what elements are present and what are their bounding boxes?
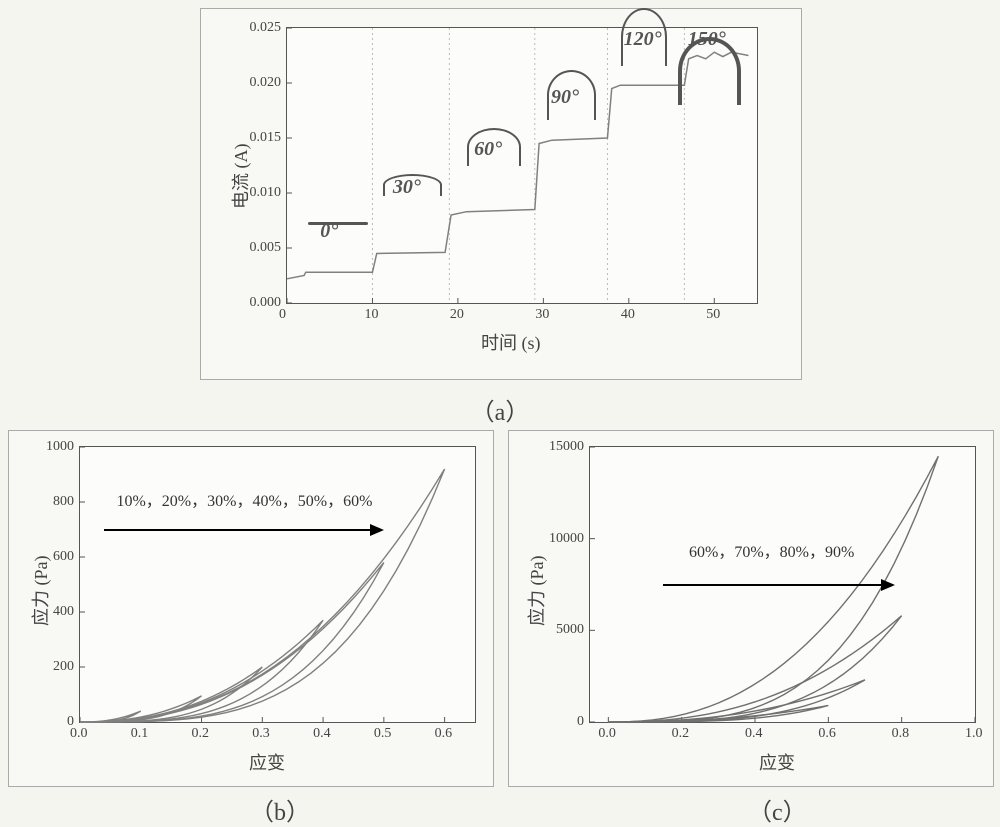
ytick: 200	[30, 659, 74, 675]
xtick: 30	[535, 307, 549, 323]
xtick: 0.5	[374, 726, 392, 742]
chart-a: 010203040500.0000.0050.0100.0150.0200.02…	[286, 27, 758, 304]
ytick: 0	[540, 714, 584, 730]
xtick: 0.8	[892, 726, 910, 742]
bend-icon	[383, 174, 442, 196]
chart-c: 0.00.20.40.60.81.005000100001500060%，70%…	[589, 446, 976, 723]
bend-icon	[621, 8, 667, 66]
xtick: 20	[450, 307, 464, 323]
ytick: 800	[30, 494, 74, 510]
arrow-line	[104, 529, 371, 531]
xlabel-a: 时间 (s)	[481, 329, 541, 355]
bend-icon	[678, 37, 741, 105]
arrow-line	[663, 584, 883, 586]
arrow-head-icon	[370, 524, 384, 536]
sublabel-a: （a）	[471, 392, 530, 427]
xtick: 50	[706, 307, 720, 323]
ytick: 0	[30, 714, 74, 730]
xtick: 0.6	[818, 726, 836, 742]
sublabel-c: （c）	[748, 792, 807, 827]
xtick: 0.4	[313, 726, 331, 742]
ytick: 10000	[540, 531, 584, 547]
xlabel-b: 应变	[249, 749, 285, 775]
arrow-head-icon	[881, 579, 895, 591]
chart-b: 0.00.10.20.30.40.50.60200400600800100010…	[79, 446, 476, 723]
ytick: 0.000	[237, 295, 281, 311]
ytick: 0.020	[237, 75, 281, 91]
panel-b: 0.00.10.20.30.40.50.60200400600800100010…	[8, 430, 494, 787]
xtick: 0.4	[745, 726, 763, 742]
xtick: 0.3	[252, 726, 270, 742]
ytick: 0.025	[237, 20, 281, 36]
xtick: 0.2	[672, 726, 690, 742]
ylabel-b: 应力 (Pa)	[27, 556, 53, 627]
xtick: 10	[364, 307, 378, 323]
panel-a: 010203040500.0000.0050.0100.0150.0200.02…	[200, 8, 802, 380]
xtick: 0.2	[192, 726, 210, 742]
ytick: 1000	[30, 439, 74, 455]
ylabel-a: 电流 (A)	[227, 144, 253, 210]
series-labels: 10%，20%，30%，40%，50%，60%	[116, 487, 372, 511]
bend-icon	[547, 70, 596, 120]
xlabel-c: 应变	[759, 749, 795, 775]
xtick: 1.0	[965, 726, 983, 742]
xtick: 0.6	[435, 726, 453, 742]
sublabel-b: （b）	[250, 792, 310, 827]
bend-icon	[467, 128, 521, 166]
xtick: 40	[621, 307, 635, 323]
series-labels: 60%，70%，80%，90%	[689, 538, 854, 562]
panel-c: 0.00.20.40.60.81.005000100001500060%，70%…	[508, 430, 994, 787]
xtick: 0.1	[131, 726, 149, 742]
bend-icon	[308, 222, 368, 225]
ytick: 0.005	[237, 240, 281, 256]
xtick: 0.0	[598, 726, 616, 742]
ylabel-c: 应力 (Pa)	[523, 556, 549, 627]
ytick: 15000	[540, 439, 584, 455]
